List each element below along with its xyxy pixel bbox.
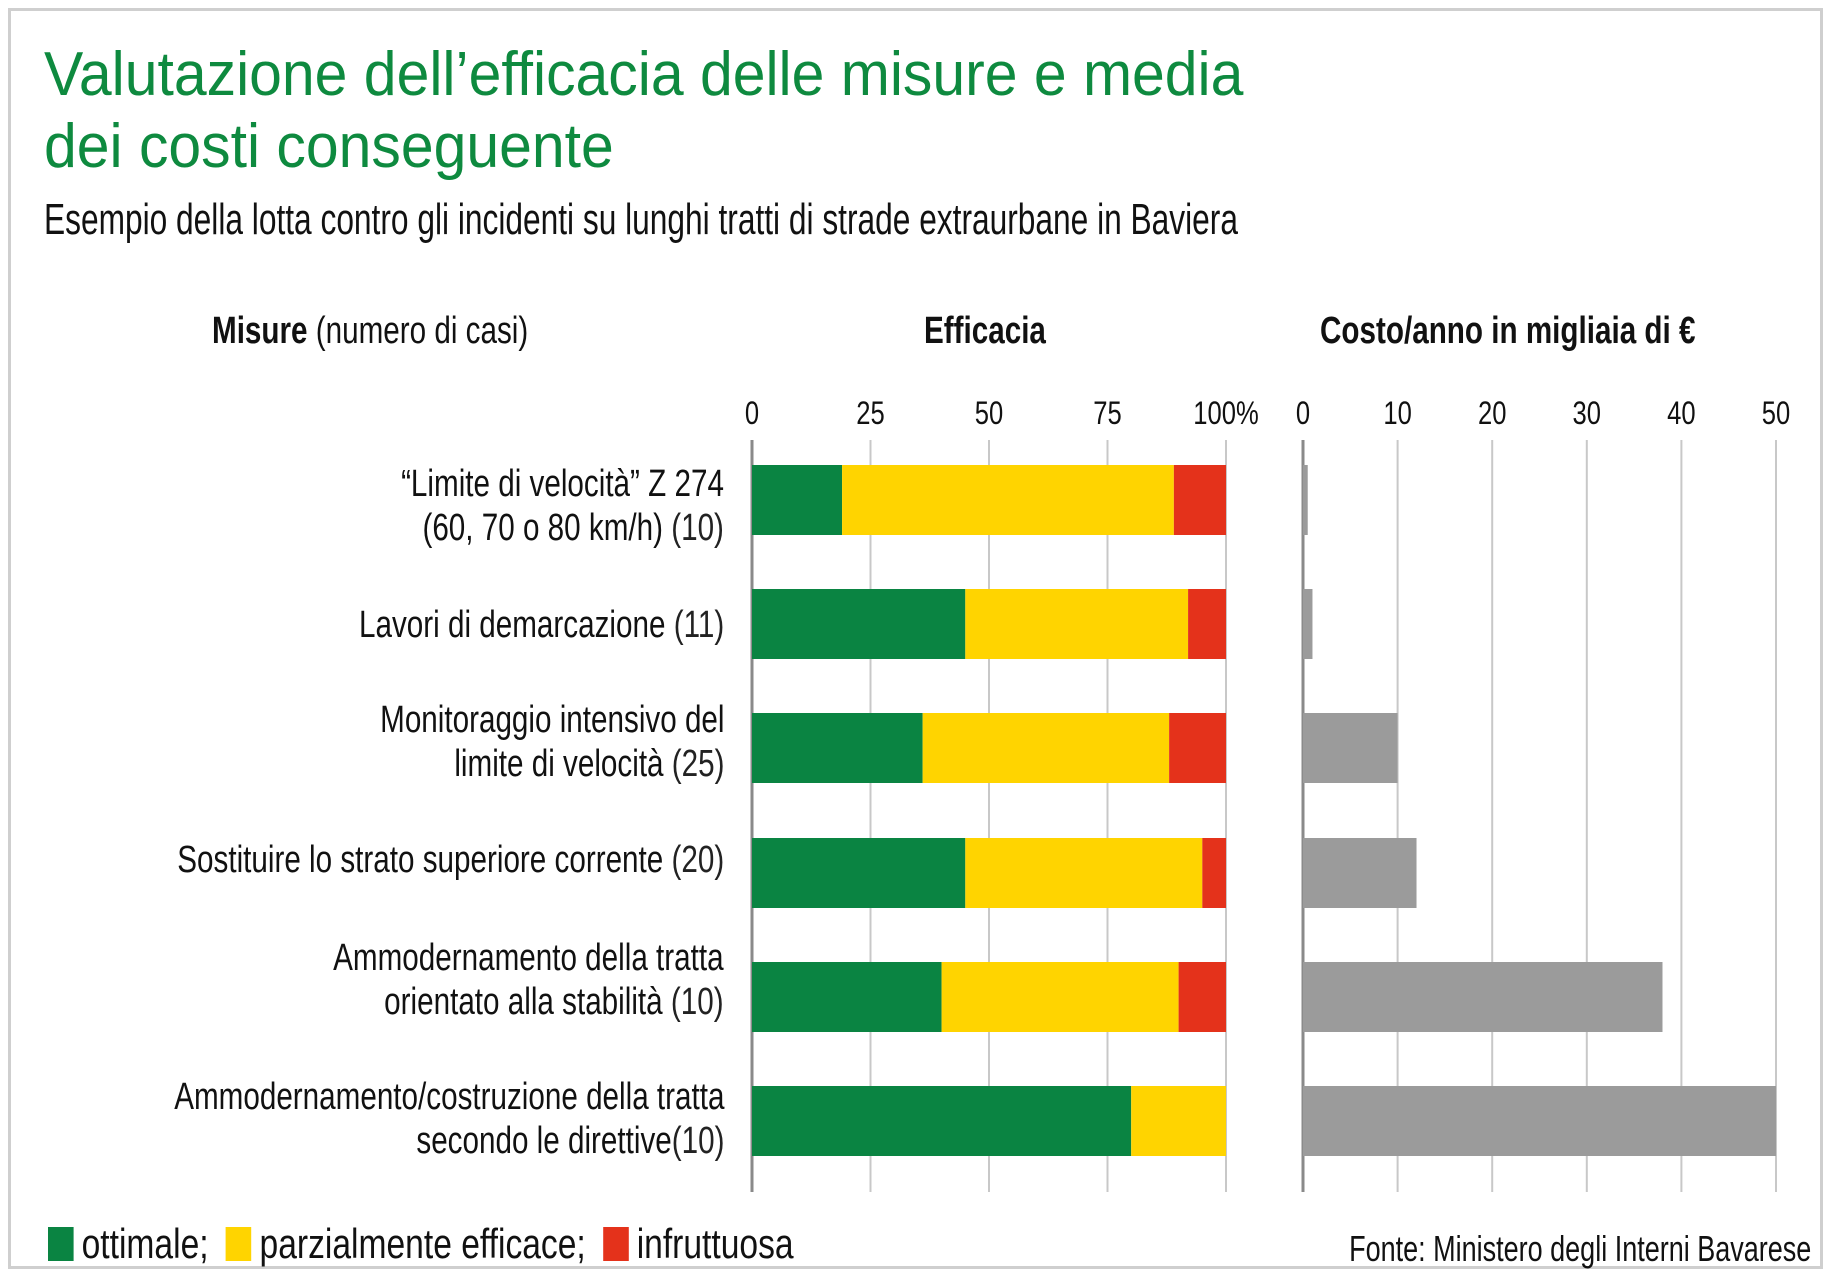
cost-tick-label-40: 40 — [1667, 396, 1695, 431]
row-label-5: Ammodernamento/costruzione della tratta … — [174, 1075, 724, 1163]
eff-tick-label-0: 0 — [745, 396, 759, 431]
cost-bar-4 — [1303, 962, 1663, 1032]
row-label-4: Ammodernamento della tratta orientato al… — [334, 936, 724, 1024]
row-4-count: (10) — [663, 981, 724, 1023]
row-0-count: (10) — [663, 507, 724, 549]
row-2-count: (25) — [663, 743, 724, 785]
legend-label-infruttuosa: infruttuosa — [636, 1220, 794, 1267]
legend: ottimale; parzialmente efficace; infrutt… — [48, 1220, 802, 1271]
chart-subtitle: Esempio della lotta contro gli incidenti… — [44, 195, 1238, 244]
row-5-line1: Ammodernamento/costruzione della tratta — [173, 1076, 724, 1118]
eff-bar-3-infruttuosa — [1202, 838, 1226, 908]
cost-bar-5 — [1303, 1086, 1776, 1156]
eff-bar-1-parziale — [965, 589, 1189, 659]
cost-tick-label-50: 50 — [1762, 396, 1790, 431]
row-5-count: (10) — [671, 1120, 724, 1162]
eff-bar-5-ottimale — [752, 1086, 1132, 1156]
row-3-count: (20) — [663, 839, 724, 881]
row-label-2: Monitoraggio intensivo del limite di vel… — [380, 698, 724, 786]
eff-bar-3-ottimale — [752, 838, 966, 908]
header-efficacia-text: Efficacia — [924, 310, 1046, 352]
cost-tick-label-20: 20 — [1478, 396, 1506, 431]
header-misure-rest: (numero di casi) — [307, 310, 529, 352]
eff-tick-label-50: 50 — [975, 396, 1003, 431]
row-1-count: (11) — [665, 604, 724, 646]
legend-label-ottimale: ottimale; — [81, 1220, 209, 1267]
row-4-line1: Ammodernamento della tratta — [333, 937, 724, 979]
legend-label-parziale: parzialmente efficace; — [259, 1220, 586, 1267]
eff-bar-1-infruttuosa — [1188, 589, 1226, 659]
header-misure: Misure (numero di casi) — [212, 312, 528, 350]
eff-bar-4-ottimale — [752, 962, 942, 1032]
eff-bar-4-infruttuosa — [1178, 962, 1226, 1032]
cost-bar-0 — [1303, 465, 1308, 535]
header-costo: Costo/anno in migliaia di € — [1320, 312, 1695, 350]
chart-title-line-1: Valutazione dell’efficacia delle misure … — [44, 40, 1244, 109]
legend-swatch-ottimale — [48, 1227, 74, 1261]
eff-tick-label-75: 75 — [1093, 396, 1121, 431]
eff-bar-2-infruttuosa — [1169, 713, 1226, 783]
cost-tick-label-30: 30 — [1573, 396, 1601, 431]
row-4-line2: orientato alla stabilità — [384, 981, 664, 1023]
row-2-line2: limite di velocità — [453, 743, 664, 785]
header-efficacia: Efficacia — [924, 312, 1046, 350]
row-label-0: “Limite di velocità” Z 274 (60, 70 o 80 … — [401, 462, 724, 550]
legend-item-infruttuosa: infruttuosa — [603, 1220, 794, 1268]
eff-bar-0-infruttuosa — [1173, 465, 1226, 535]
eff-bar-3-parziale — [965, 838, 1203, 908]
source-note: Fonte: Ministero degli Interni Bavarese — [1348, 1228, 1811, 1269]
header-costo-text: Costo/anno in migliaia di € — [1320, 310, 1696, 352]
eff-bar-0-ottimale — [752, 465, 843, 535]
cost-tick-label-0: 0 — [1296, 396, 1310, 431]
legend-item-parziale: parzialmente efficace; — [225, 1220, 586, 1268]
legend-item-ottimale: ottimale; — [48, 1220, 209, 1268]
header-misure-bold: Misure — [212, 310, 308, 352]
cost-bar-2 — [1303, 713, 1398, 783]
eff-bar-4-parziale — [941, 962, 1179, 1032]
eff-bar-5-parziale — [1131, 1086, 1226, 1156]
legend-swatch-parziale — [225, 1227, 252, 1261]
eff-bar-2-parziale — [922, 713, 1170, 783]
cost-tick-label-10: 10 — [1383, 396, 1411, 431]
cost-bar-1 — [1303, 589, 1313, 659]
row-3-line1: Sostituire lo strato superiore corrente — [177, 839, 664, 881]
legend-swatch-infruttuosa — [603, 1227, 629, 1261]
row-2-line1: Monitoraggio intensivo del — [379, 699, 724, 741]
row-0-line1: “Limite di velocità” Z 274 — [401, 463, 724, 505]
row-0-line2: (60, 70 o 80 km/h) — [422, 507, 664, 549]
row-1-line1: Lavori di demarcazione — [358, 604, 666, 646]
eff-bar-0-parziale — [842, 465, 1174, 535]
eff-tick-label-100: 100% — [1193, 396, 1258, 431]
eff-tick-label-25: 25 — [856, 396, 884, 431]
row-label-3: Sostituire lo strato superiore corrente … — [177, 838, 724, 882]
cost-bar-3 — [1303, 838, 1417, 908]
row-label-1: Lavori di demarcazione (11) — [359, 603, 724, 647]
row-5-line2: secondo le direttive — [415, 1120, 672, 1162]
eff-bar-2-ottimale — [752, 713, 923, 783]
eff-bar-1-ottimale — [752, 589, 966, 659]
chart-title-line-2: dei costi conseguente — [44, 112, 614, 181]
